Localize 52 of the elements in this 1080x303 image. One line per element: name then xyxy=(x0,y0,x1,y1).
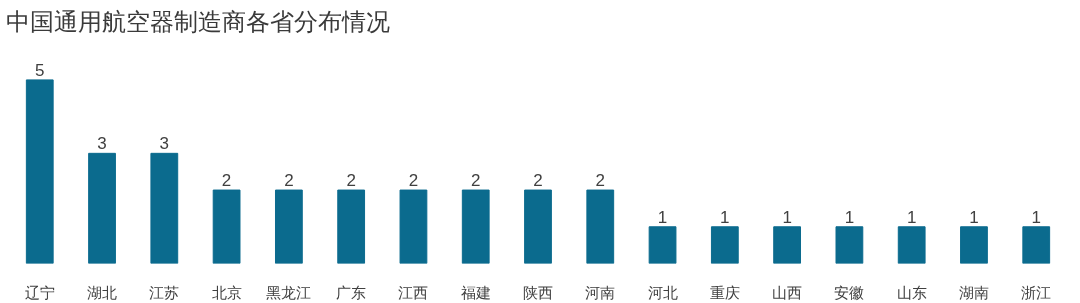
x-tick-label: 河南 xyxy=(585,283,616,301)
bar xyxy=(1022,226,1051,264)
data-label: 1 xyxy=(720,207,730,227)
x-tick-label: 重庆 xyxy=(709,283,740,301)
data-label: 1 xyxy=(657,207,668,227)
bar xyxy=(524,189,552,264)
x-tick-label: 陕西 xyxy=(523,283,553,301)
bar xyxy=(88,152,116,264)
data-label: 1 xyxy=(969,207,979,227)
data-label: 1 xyxy=(844,207,855,227)
x-tick-label: 辽宁 xyxy=(24,283,55,301)
data-label: 2 xyxy=(408,171,419,191)
data-label: 3 xyxy=(97,134,107,154)
bar xyxy=(337,189,366,264)
bar xyxy=(212,189,241,264)
x-tick-label: 黑龙江 xyxy=(266,283,312,301)
bar xyxy=(586,189,615,264)
x-tick-label: 广东 xyxy=(336,283,367,301)
data-label: 2 xyxy=(284,171,294,191)
bar xyxy=(648,226,677,264)
bar xyxy=(773,226,802,264)
x-tick-label: 江苏 xyxy=(149,283,180,301)
x-tick-label: 北京 xyxy=(211,283,242,301)
bar xyxy=(960,226,988,264)
bar xyxy=(835,226,864,264)
x-tick-label: 安徽 xyxy=(834,283,865,301)
x-tick-label: 山西 xyxy=(772,283,803,301)
x-tick-label: 湖北 xyxy=(87,283,118,301)
bar xyxy=(150,152,179,264)
x-tick-label: 湖南 xyxy=(958,283,989,301)
x-tick-label: 河北 xyxy=(647,283,678,301)
bar xyxy=(399,189,428,264)
data-label: 2 xyxy=(533,171,543,191)
x-tick-label: 浙江 xyxy=(1021,283,1052,301)
x-tick-label: 江西 xyxy=(398,283,429,301)
data-label: 3 xyxy=(159,134,170,154)
bar xyxy=(461,189,490,264)
chart-title: 中国通用航空器制造商各省分布情况 xyxy=(5,7,390,35)
data-label: 2 xyxy=(346,171,356,191)
bar xyxy=(274,189,303,264)
data-label: 2 xyxy=(221,171,232,191)
bar xyxy=(710,226,739,264)
x-tick-label: 山东 xyxy=(896,283,927,301)
data-label: 1 xyxy=(1031,207,1041,227)
data-label: 5 xyxy=(35,60,45,80)
bar xyxy=(897,226,926,264)
data-label: 2 xyxy=(470,171,481,191)
bar xyxy=(25,79,54,264)
x-tick-label: 福建 xyxy=(460,283,491,301)
data-label: 1 xyxy=(782,207,792,227)
data-label: 2 xyxy=(595,171,606,191)
data-label: 1 xyxy=(906,207,917,227)
